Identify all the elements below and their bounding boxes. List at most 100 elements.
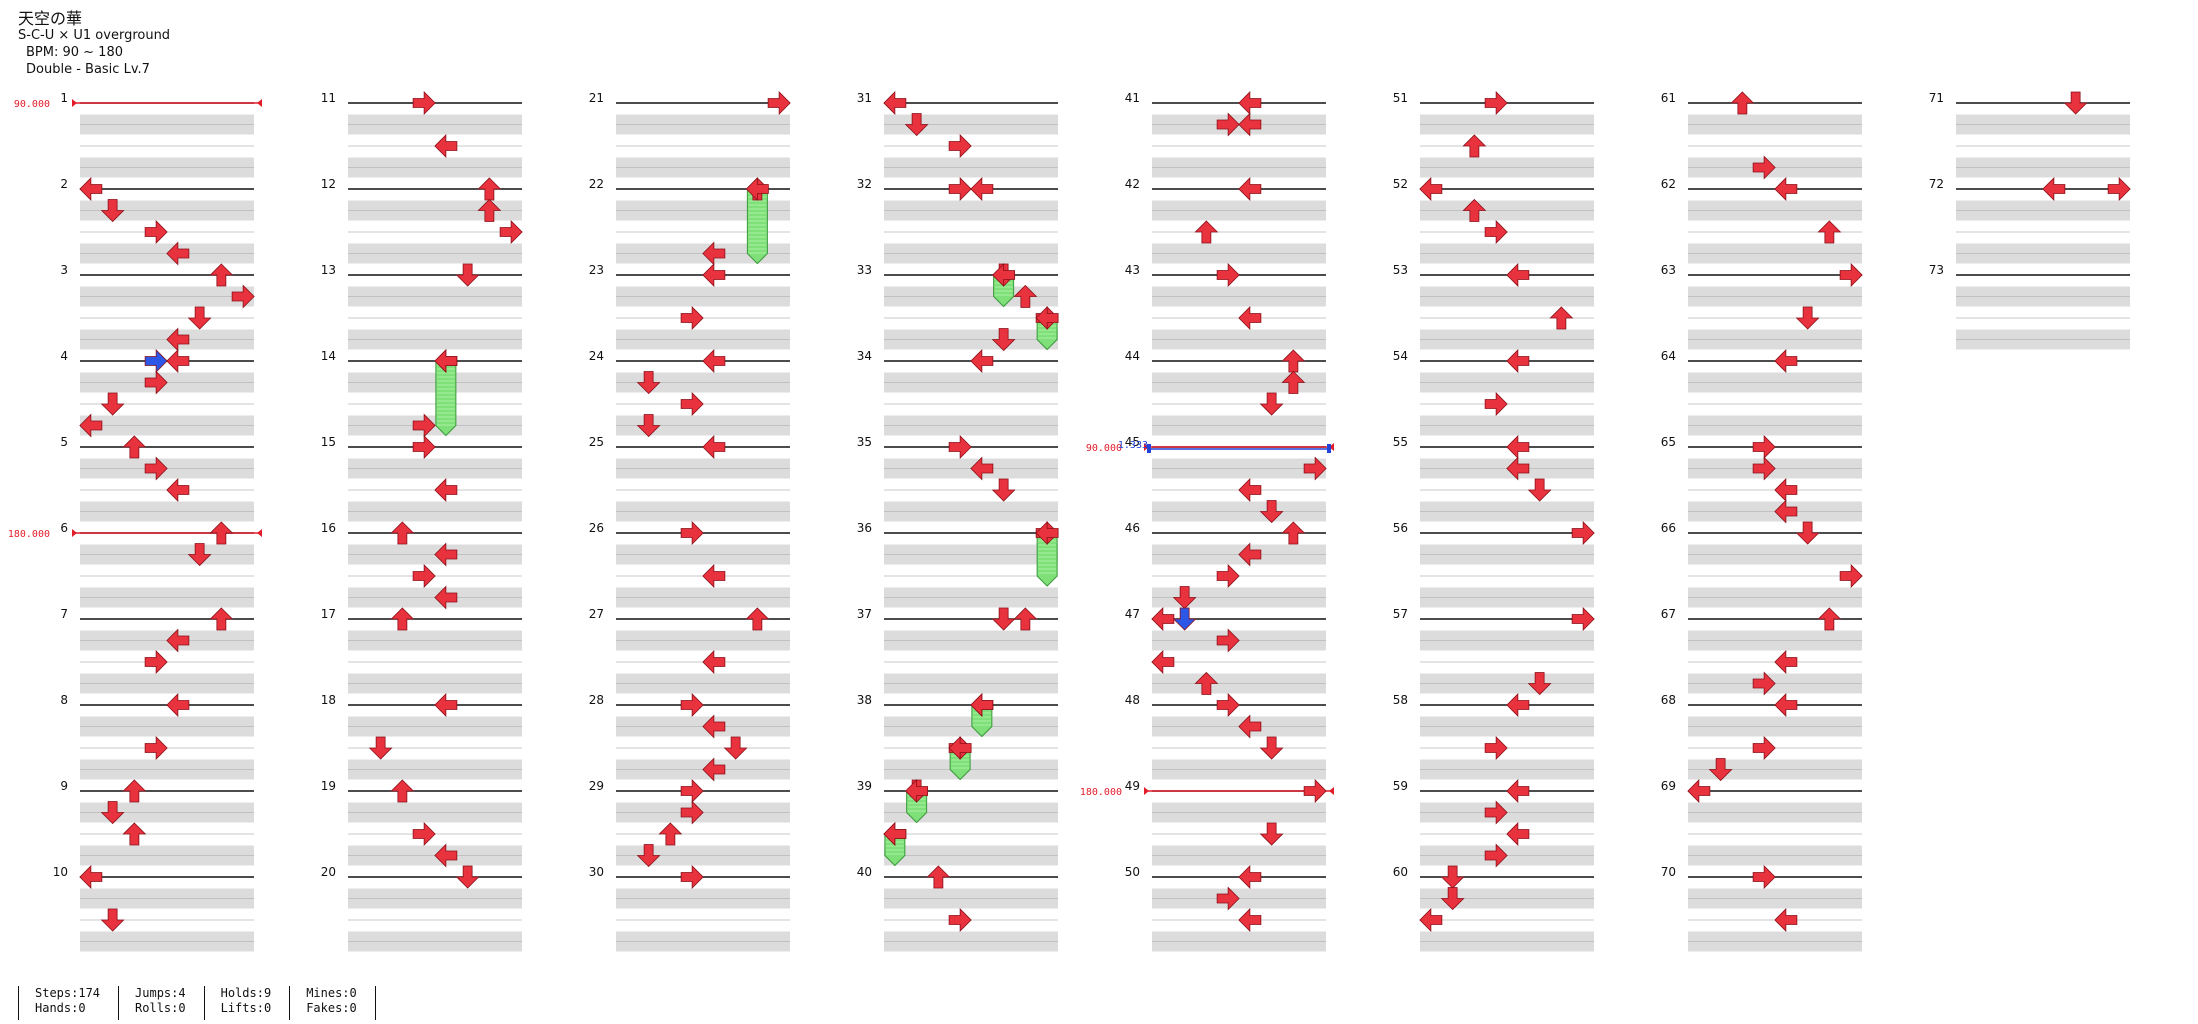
measure-19: 19 [321, 779, 522, 866]
measure-number: 70 [1661, 865, 1676, 879]
arrow-right [1571, 521, 1595, 545]
arrow-left [702, 349, 726, 373]
stat-steps: Steps:174 [35, 986, 101, 1000]
measure-number: 46 [1125, 521, 1140, 535]
measure-number: 14 [321, 349, 336, 363]
measure-27: 27 [589, 607, 790, 694]
arrow-left [1238, 542, 1262, 567]
arrow-down [100, 392, 125, 416]
hold-head [434, 349, 458, 373]
measure-number: 56 [1393, 521, 1408, 535]
arrow-left [1506, 779, 1530, 803]
chart-header: 天空の華 S-C-U × U1 overground BPM: 90 ~ 180… [18, 10, 170, 78]
arrow-right [1484, 392, 1508, 416]
bpm-change-marker: 90.000 [14, 99, 262, 110]
arrow-left [79, 865, 103, 889]
arrow-right [1839, 263, 1863, 287]
measure-34: 34 [857, 349, 1058, 436]
arrow-down [1259, 736, 1284, 760]
arrow-down [1527, 478, 1552, 502]
measure-number: 58 [1393, 693, 1408, 707]
measure-45: 45 [1125, 435, 1326, 522]
arrow-up [745, 607, 770, 631]
measure-number: 28 [589, 693, 604, 707]
arrow-left [1774, 349, 1798, 373]
arrow-down [1795, 306, 1820, 330]
stat-rolls: Rolls:0 [135, 1001, 186, 1015]
measure-38: 38 [857, 693, 1058, 780]
arrow-left [1238, 478, 1262, 502]
measure-10: 10 [53, 865, 254, 952]
measure-21: 21 [589, 91, 790, 178]
arrow-left [702, 241, 726, 266]
hold-head [905, 779, 929, 803]
arrow-right [144, 220, 168, 244]
arrow-up [1013, 284, 1038, 308]
measure-number: 2 [60, 177, 68, 191]
arrow-left [1238, 306, 1262, 330]
stats-panel: Steps:174 Hands:0 Jumps:4 Rolls:0 Holds:… [18, 986, 376, 1020]
bpm-change-marker: 180.000 [1080, 787, 1334, 798]
measure-number: 43 [1125, 263, 1140, 277]
arrow-right [2107, 177, 2131, 201]
arrow-right [1216, 263, 1240, 287]
measure-number: 5 [60, 435, 68, 449]
arrow-right [1571, 607, 1595, 631]
arrow-down [455, 263, 480, 287]
stat-block-jumps: Jumps:4 Rolls:0 [118, 986, 204, 1020]
arrow-right [948, 435, 972, 459]
arrow-left [434, 693, 458, 717]
measure-number: 1 [60, 91, 68, 105]
arrow-up [477, 177, 502, 201]
arrow-left [1774, 650, 1798, 674]
arrow-left [1419, 177, 1443, 201]
measure-50: 50 [1125, 865, 1326, 952]
arrow-left [1506, 263, 1530, 287]
stat-holds: Holds:9 [220, 986, 272, 1000]
measure-62: 62 [1661, 177, 1862, 264]
arrow-up [390, 779, 415, 803]
measure-number: 71 [1929, 91, 1944, 105]
measure-number: 8 [60, 693, 68, 707]
measure-number: 10 [53, 865, 68, 879]
arrow-down [1259, 822, 1284, 846]
measure-31: 31 [857, 91, 1058, 178]
arrow-left [702, 564, 726, 588]
arrow-right [412, 435, 436, 459]
arrow-left [702, 435, 726, 459]
arrow-down [636, 414, 661, 438]
measure-49: 49 [1125, 779, 1326, 866]
arrow-left [434, 478, 458, 502]
measure-number: 26 [589, 521, 604, 535]
bpm-label: 180.000 [8, 529, 50, 540]
arrow-up [209, 263, 234, 287]
measure-53: 53 [1393, 263, 1594, 350]
measure-40: 40 [857, 865, 1058, 952]
song-artist: S-C-U × U1 overground [18, 28, 171, 43]
measure-17: 17 [321, 607, 522, 694]
arrow-left [434, 542, 458, 567]
measure-number: 6 [60, 521, 68, 535]
measure-number: 49 [1125, 779, 1140, 793]
hold-head [992, 263, 1016, 287]
arrow-down [187, 543, 212, 567]
measure-70: 70 [1661, 865, 1862, 952]
measure-44: 44 [1125, 349, 1326, 436]
measure-41: 41 [1125, 91, 1326, 178]
arrow-right [1484, 800, 1508, 825]
arrow-left [1506, 693, 1530, 717]
difficulty-label: Double - Basic Lv.7 [26, 62, 150, 77]
stop-marker: 1.333 [1118, 440, 1331, 453]
measure-number: 36 [857, 521, 872, 535]
arrow-left [166, 628, 190, 653]
measure-32: 32 [857, 177, 1058, 264]
measure-73: 73 [1929, 263, 2130, 350]
arrow-right [767, 91, 791, 115]
measure-number: 66 [1661, 521, 1676, 535]
arrow-right [1216, 112, 1240, 137]
measure-number: 9 [60, 779, 68, 793]
arrow-up [1013, 607, 1038, 631]
measure-71: 71 [1929, 91, 2130, 178]
measure-63: 63 [1661, 263, 1862, 350]
measure-58: 58 [1393, 693, 1594, 780]
